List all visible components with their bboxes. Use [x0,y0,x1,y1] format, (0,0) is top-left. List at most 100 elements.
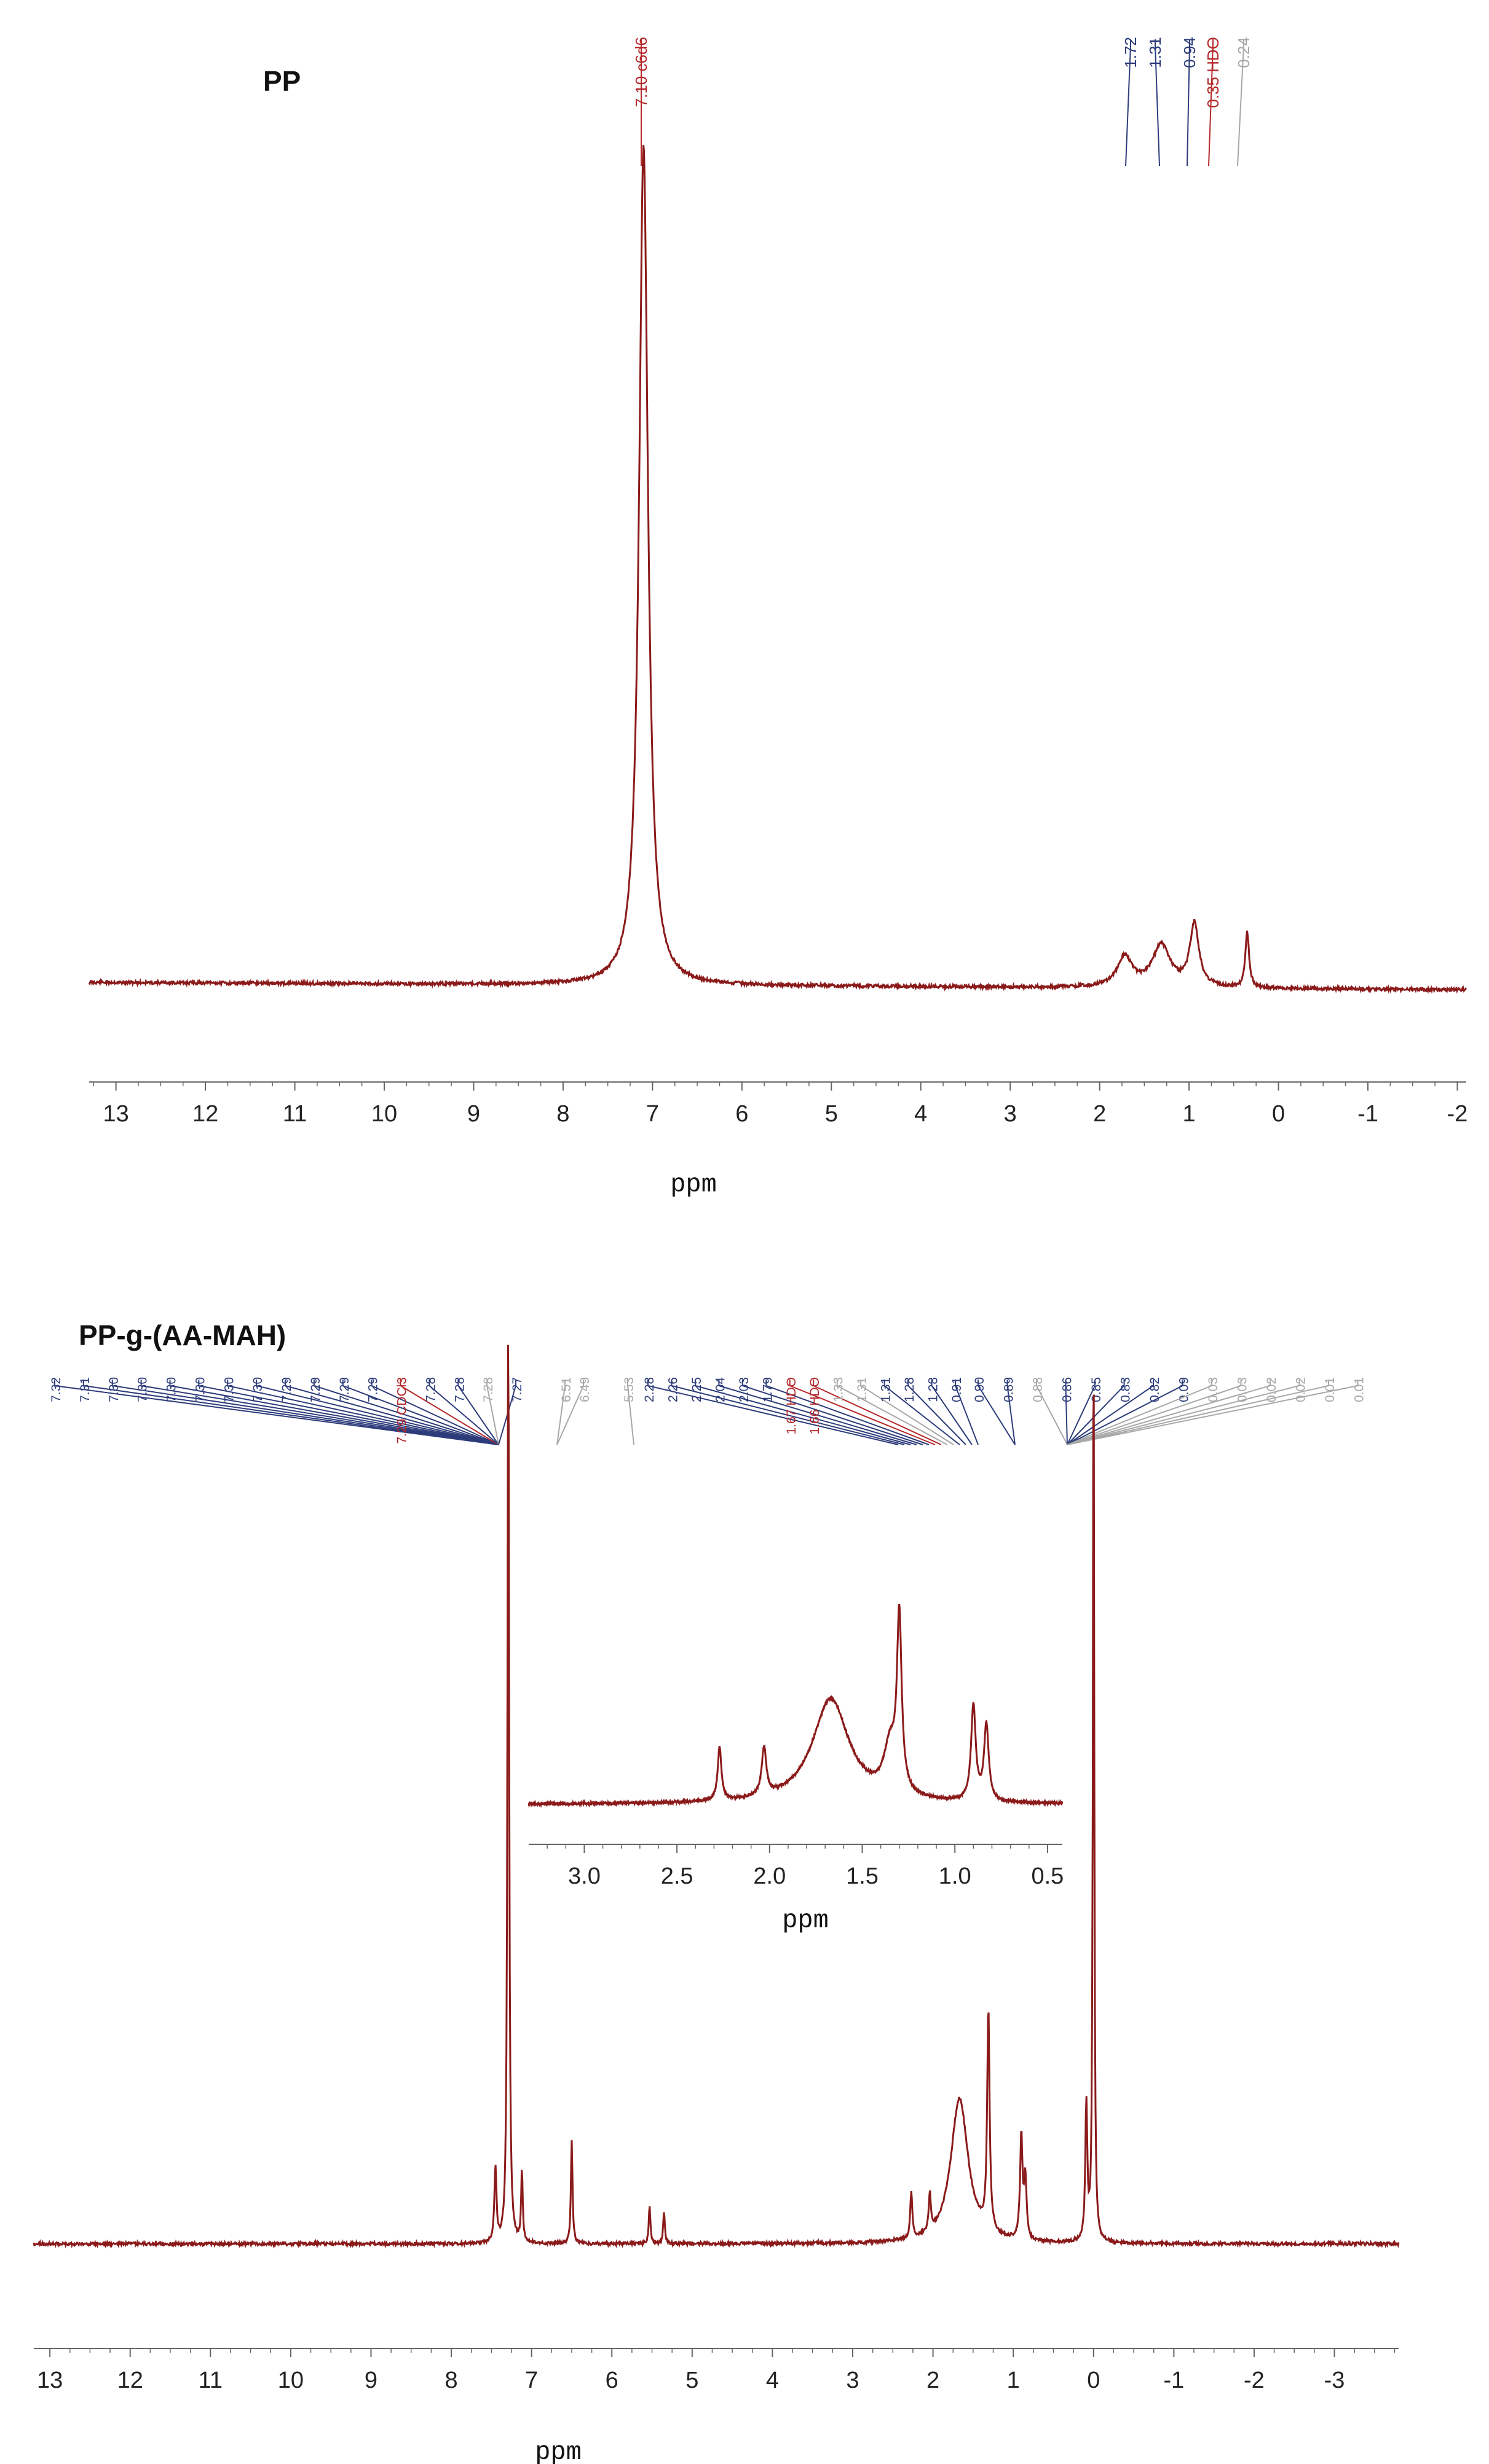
peak-label: 7.30 [251,1377,265,1402]
x-tick-label: 8 [556,1101,569,1127]
x-tick-label: 2.0 [753,1863,786,1889]
peak-label: 1.79 [760,1377,775,1402]
peak-label: 5.53 [622,1377,636,1402]
spectrum-line-pp-g-aa-mah [33,1345,1400,2249]
peak-label-leader [556,1380,566,1445]
peak-label-leader [1187,39,1190,167]
peak-label: 6.49 [578,1377,592,1402]
peak-label: 7.29 [366,1377,381,1402]
peak-label-leader [285,1380,499,1445]
peak-label: 7.28 [481,1377,496,1402]
inset-chart: 3.0 2.5 2.0 1.5 1.0 0.5 ppm [527,1603,1064,1935]
peak-label: 2.26 [666,1377,680,1402]
x-tick-label: 7 [525,2367,538,2393]
x-tick-label: -2 [1244,2367,1265,2393]
x-ticks-pp: 13 12 11 10 9 8 7 6 5 4 3 2 1 0 -1 -2 [93,1082,1467,1127]
x-tick-label: 10 [371,1101,397,1127]
peak-label-leader [140,1380,499,1445]
peak-label-leader [883,1380,960,1445]
peak-labels-pp-g-aa-mah: 7.32 7.31 7.30 7.30 7.30 7.30 7.30 7.30 7.29 7.29… [49,1377,1367,1445]
peak-label-leader [1067,1380,1271,1445]
x-tick-label: 1.5 [846,1863,879,1889]
peak-label-leader [111,1380,499,1445]
peak-label-leader [1067,1380,1242,1445]
peak-label: 1.33 [832,1377,846,1402]
x-tick-label: 2.5 [661,1863,693,1889]
x-axis-label-pp-g-aa-mah: ppm [535,2438,582,2464]
x-tick-label: 10 [278,2367,304,2393]
peak-label-leader [556,1380,584,1445]
peak-label: 7.30 [136,1377,150,1402]
peak-label-leader [647,1380,899,1445]
peak-label-leader [813,1380,942,1445]
peak-label: 0.82 [1148,1377,1162,1402]
peak-label-leader [169,1380,499,1445]
peak-label-leader [457,1380,499,1445]
peak-label-leader [498,1380,516,1445]
peak-label-leader [1065,1380,1068,1445]
peak-label: 7.30 [107,1377,121,1402]
peak-label-leader [1208,39,1214,167]
peak-label-leader [227,1380,499,1445]
peak-label: 1.66 HDO [808,1377,822,1434]
x-tick-label: 2 [1093,1101,1106,1127]
peak-label-leader [371,1380,499,1445]
peak-label-leader [486,1380,499,1445]
peak-label-leader [400,1380,499,1445]
x-tick-label: 9 [467,1101,480,1127]
spectrum-line-inset [527,1603,1064,1809]
x-tick-label: 13 [103,1101,128,1127]
peak-label-leader [741,1380,923,1445]
peak-label-leader [1125,39,1131,167]
peak-label-leader [82,1380,499,1445]
peak-label-leader [1067,1380,1154,1445]
peak-label: 2.04 [713,1377,727,1402]
x-axis-label-inset: ppm [782,1906,829,1935]
peak-label: 7.32 [49,1377,63,1402]
peak-label: 2.03 [737,1377,751,1402]
peak-label-leader [1067,1380,1212,1445]
peak-label-leader [1006,1380,1016,1445]
x-tick-label: 4 [766,2367,779,2393]
peak-label: 0.89 [1002,1377,1016,1402]
x-tick-label: 6 [606,2367,618,2393]
x-tick-label: 4 [914,1101,927,1127]
peak-label-leader [1067,1380,1183,1445]
peak-label: 7.29 [338,1377,352,1402]
peak-label-leader [1067,1380,1300,1445]
peak-label-leader [429,1380,499,1445]
panel-title-pp: PP [263,65,301,97]
peak-label-leader [1036,1380,1068,1445]
peak-label-leader [694,1380,911,1445]
peak-label: 6.51 [559,1377,574,1402]
peak-label-leader [671,1380,905,1445]
peak-label-leader [718,1380,917,1445]
peak-label-leader [1067,1380,1359,1445]
x-tick-label: 5 [685,2367,698,2393]
peak-label: 0.01 [1353,1377,1367,1402]
peak-label: 7.29 [280,1377,294,1402]
peak-label: 7.27 [510,1377,524,1402]
peak-label-leader [860,1380,954,1445]
peak-label: 7.28 [424,1377,438,1402]
x-tick-label: 8 [444,2367,457,2393]
peak-label-leader [313,1380,499,1445]
peak-label: 0.85 [1089,1377,1104,1402]
x-tick-label: 6 [735,1101,748,1127]
peak-label: 0.86 [1060,1377,1075,1402]
peak-label: 1.31 [855,1377,869,1402]
peak-label: 7.29 [309,1377,323,1402]
x-tick-label: 13 [37,2367,63,2393]
peak-label-leader [765,1380,930,1445]
peak-label-leader [955,1380,979,1445]
x-tick-label: 3 [1004,1101,1017,1127]
peak-label-leader [907,1380,966,1445]
x-axis-label-pp: ppm [670,1170,717,1199]
peak-label-leader [342,1380,499,1445]
peak-label: 1.31 [879,1377,893,1402]
x-ticks-pp-g-aa-mah: 13 12 11 10 9 8 7 6 5 4 3 2 1 0 -1 -2 -3 [37,2348,1396,2393]
panel-pp-g-aa-mah: PP-g-(AA-MAH) 7.32 7.31 7.30 7.30 7.30 7.30 7.… [33,1319,1400,2464]
peak-label-leader [1067,1380,1125,1445]
x-tick-label: 9 [365,2367,377,2393]
